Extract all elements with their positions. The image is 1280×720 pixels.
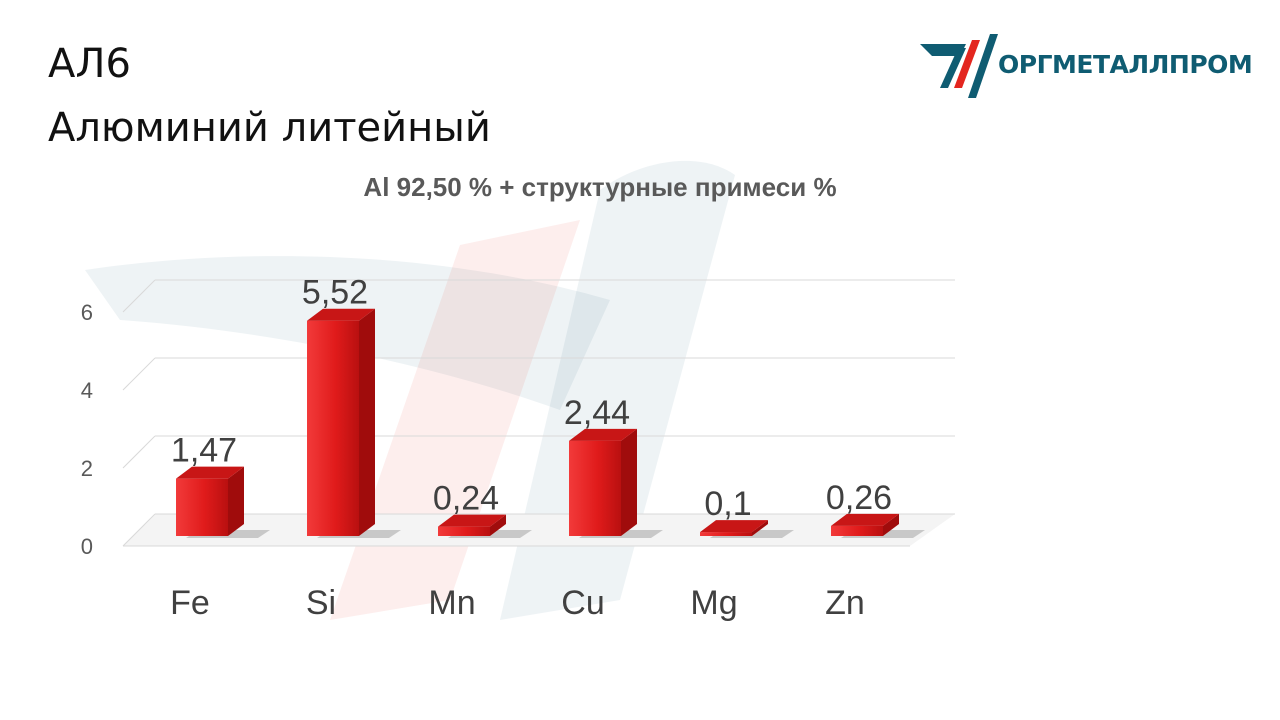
grid-line-diagonal <box>122 357 156 391</box>
bar-top <box>831 513 899 526</box>
bar-side <box>359 308 375 536</box>
x-tick-label-zn: Zn <box>825 584 865 622</box>
bar-front <box>307 320 359 536</box>
bar-side <box>228 466 244 536</box>
bar-mg <box>700 520 794 538</box>
bar-front <box>569 440 621 536</box>
x-tick-label-mn: Mn <box>428 584 475 622</box>
x-axis: Fe Si Mn Cu Mg Zn <box>170 584 865 622</box>
value-label-mn: 0,24 <box>433 480 499 518</box>
chart-bars <box>176 308 925 538</box>
bar-top <box>438 514 506 527</box>
bar-cu <box>569 428 663 538</box>
y-tick-label: 6 <box>81 300 93 325</box>
y-tick-label: 4 <box>81 378 93 403</box>
value-label-si: 5,52 <box>302 274 368 312</box>
bar-top <box>176 466 244 479</box>
bar-side <box>621 428 637 536</box>
chart-title: Al 92,50 % + структурные примеси % <box>363 172 837 202</box>
grid-line-diagonal <box>122 279 156 313</box>
bar-top <box>569 428 637 441</box>
grid-line-diagonal <box>122 513 156 547</box>
bar-side <box>883 513 899 536</box>
value-labels: 1,47 5,52 0,24 2,44 0,1 0,26 <box>171 274 892 523</box>
x-tick-label-cu: Cu <box>561 584 604 622</box>
value-label-zn: 0,26 <box>826 479 892 517</box>
bar-side <box>490 514 506 536</box>
bar-fe <box>176 466 270 538</box>
bar-front <box>831 525 883 536</box>
x-tick-label-fe: Fe <box>170 584 210 622</box>
grid-line-diagonal <box>122 435 156 469</box>
slide-subtitle: Алюминий литейный <box>48 105 491 151</box>
y-tick-label: 2 <box>81 456 93 481</box>
y-axis: 0 2 4 6 <box>81 300 93 559</box>
bar-mn <box>438 514 532 538</box>
bar-front <box>700 532 752 536</box>
bar-front <box>176 478 228 536</box>
bar-side <box>752 520 768 536</box>
value-label-cu: 2,44 <box>564 394 630 432</box>
bar-top <box>307 308 375 321</box>
bar-top <box>700 520 768 533</box>
slide-title: АЛ6 <box>48 41 131 87</box>
y-tick-label: 0 <box>81 534 93 559</box>
x-tick-label-mg: Mg <box>690 584 737 622</box>
value-label-mg: 0,1 <box>704 485 751 523</box>
bar-front <box>438 526 490 536</box>
x-tick-label-si: Si <box>306 584 336 622</box>
bar-si <box>307 308 401 538</box>
bar-zn <box>831 513 925 538</box>
value-label-fe: 1,47 <box>171 432 237 470</box>
logo-text: ОРГМЕТАЛЛПРОМ <box>998 50 1253 79</box>
company-logo-icon <box>920 34 998 98</box>
